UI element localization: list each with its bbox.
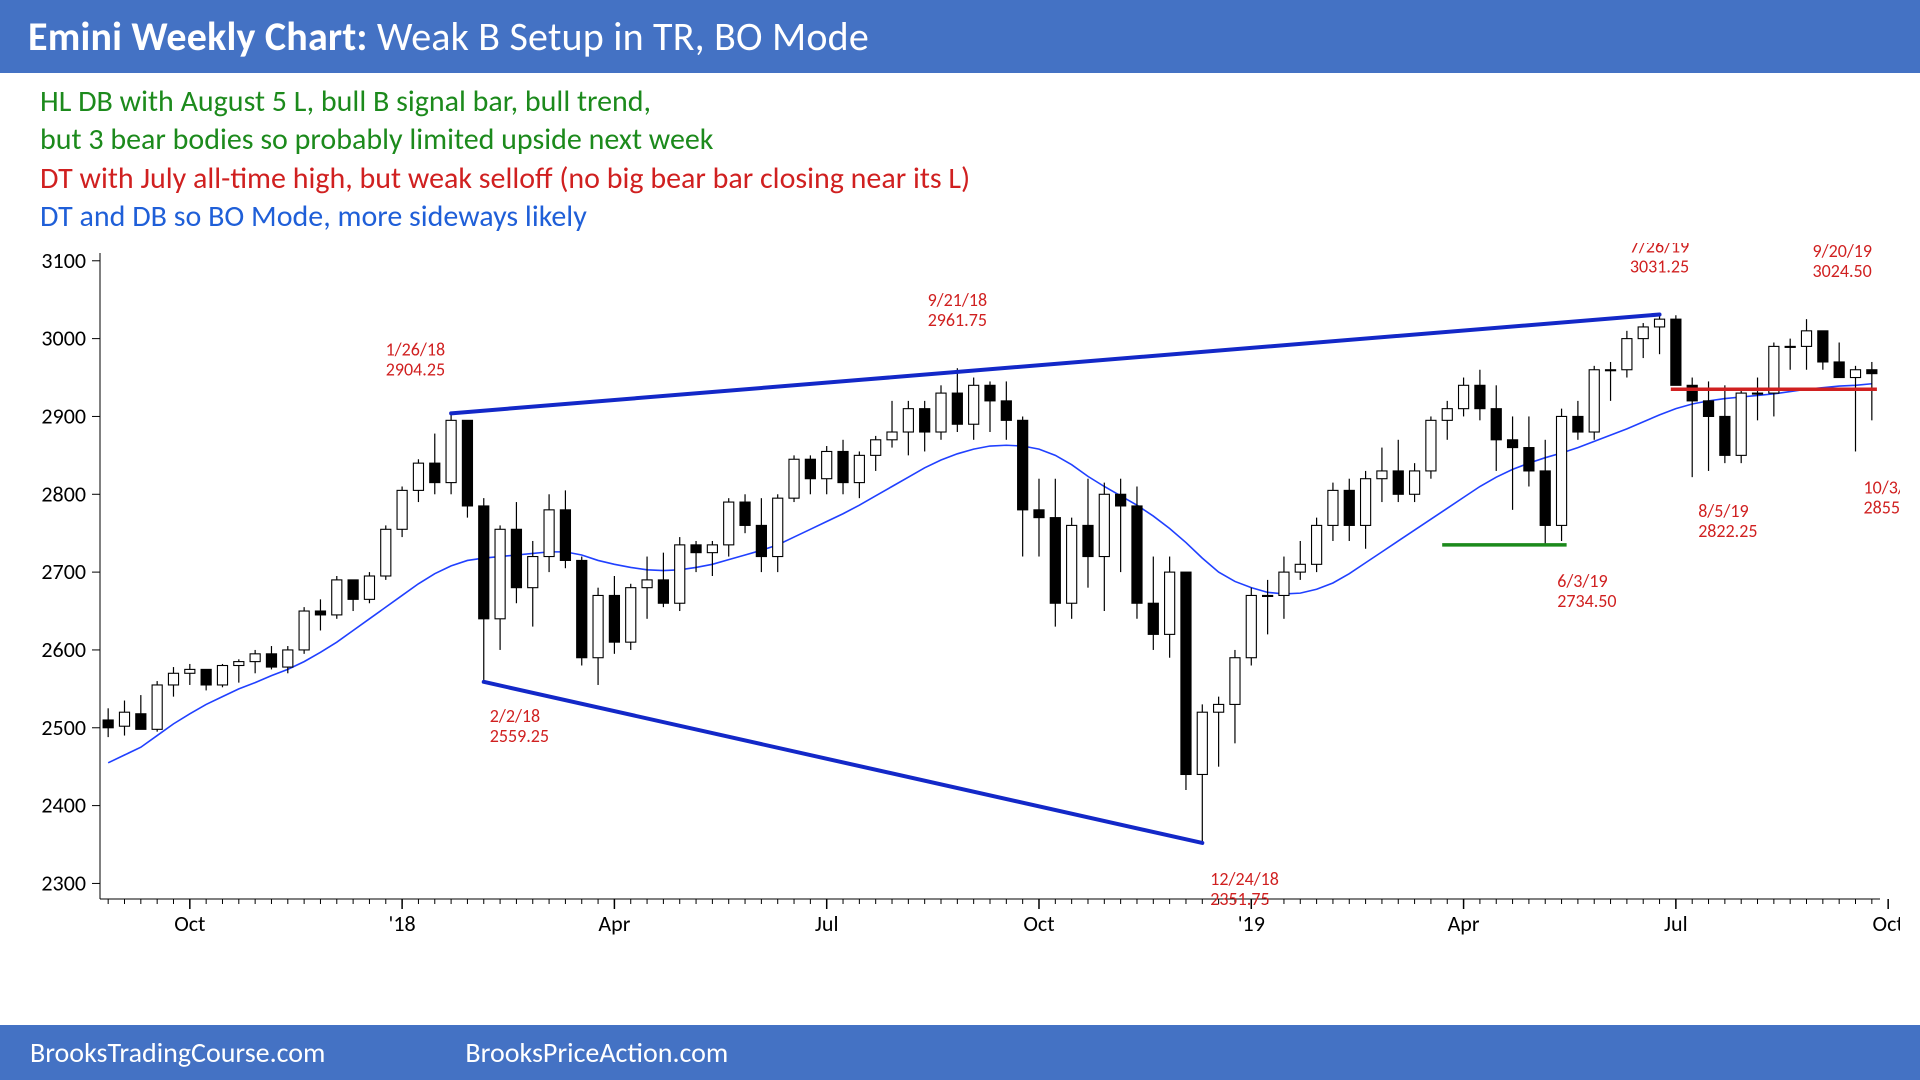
svg-text:6/3/19: 6/3/19 [1557, 569, 1607, 591]
svg-text:10/3/19: 10/3/19 [1864, 476, 1900, 498]
svg-text:3031.25: 3031.25 [1630, 255, 1689, 277]
commentary-line: HL DB with August 5 L, bull B signal bar… [40, 83, 1880, 121]
svg-text:Jul: Jul [815, 910, 839, 937]
svg-text:Apr: Apr [598, 910, 630, 937]
chart-header: Emini Weekly Chart: Weak B Setup in TR, … [0, 0, 1920, 73]
candlestick-chart: 2300 2400 2500 2600 2700 2800 2900 3000 3100 Oct '… [20, 243, 1900, 943]
header-title-rest: Weak B Setup in TR, BO Mode [368, 12, 869, 61]
svg-text:2/2/18: 2/2/18 [490, 704, 540, 726]
svg-text:2734.50: 2734.50 [1557, 589, 1616, 611]
svg-text:Jul: Jul [1664, 910, 1688, 937]
commentary-line: DT and DB so BO Mode, more sideways like… [40, 198, 1880, 236]
footer-link-left: BrooksTradingCourse.com [30, 1035, 325, 1070]
svg-text:2600: 2600 [41, 636, 86, 663]
svg-text:'18: '18 [389, 910, 416, 937]
svg-text:2855.00: 2855.00 [1864, 496, 1900, 518]
svg-text:3000: 3000 [41, 324, 86, 351]
chart-area: 2300 2400 2500 2600 2700 2800 2900 3000 3100 Oct '… [20, 243, 1900, 943]
svg-text:12/24/18: 12/24/18 [1210, 868, 1279, 890]
svg-text:Oct: Oct [1873, 910, 1900, 937]
svg-text:1/26/18: 1/26/18 [386, 338, 446, 360]
svg-text:9/21/18: 9/21/18 [928, 289, 988, 311]
svg-text:Oct: Oct [1023, 910, 1054, 937]
svg-text:2351.75: 2351.75 [1210, 888, 1269, 910]
svg-text:'19: '19 [1238, 910, 1265, 937]
svg-text:2900: 2900 [41, 402, 86, 429]
svg-text:2822.25: 2822.25 [1698, 520, 1757, 542]
svg-text:2400: 2400 [41, 791, 86, 818]
svg-text:2800: 2800 [41, 480, 86, 507]
svg-text:Apr: Apr [1448, 910, 1480, 937]
svg-text:2700: 2700 [41, 558, 86, 585]
commentary-line: DT with July all-time high, but weak sel… [40, 160, 1880, 198]
svg-text:Oct: Oct [174, 910, 205, 937]
commentary-block: HL DB with August 5 L, bull B signal bar… [0, 73, 1920, 237]
svg-text:2961.75: 2961.75 [928, 309, 987, 331]
svg-text:3100: 3100 [41, 246, 86, 273]
header-title-bold: Emini Weekly Chart: [28, 12, 368, 61]
svg-text:2559.25: 2559.25 [490, 724, 549, 746]
svg-text:8/5/19: 8/5/19 [1698, 500, 1748, 522]
footer-bar: BrooksTradingCourse.com BrooksPriceActio… [0, 1025, 1920, 1080]
commentary-line: but 3 bear bodies so probably limited up… [40, 121, 1880, 159]
footer-link-right: BrooksPriceAction.com [465, 1035, 728, 1070]
svg-text:2300: 2300 [41, 869, 86, 896]
svg-text:3024.50: 3024.50 [1813, 260, 1872, 282]
svg-text:2500: 2500 [41, 713, 86, 740]
svg-text:2904.25: 2904.25 [386, 358, 445, 380]
